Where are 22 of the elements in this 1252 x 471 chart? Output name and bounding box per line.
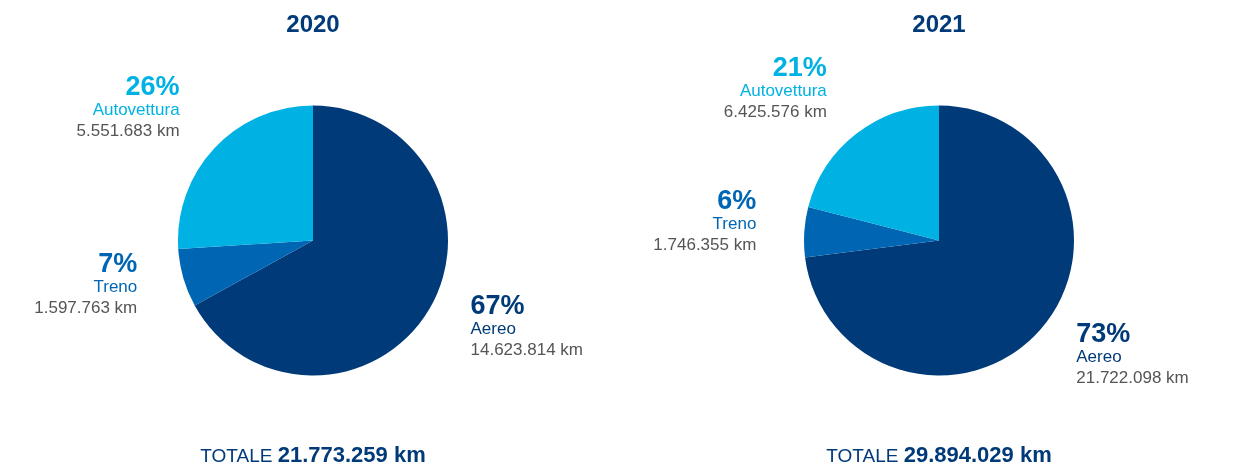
data-label: 7% xyxy=(98,247,138,278)
text: 1.746.355 km xyxy=(653,235,757,255)
text: 1.597.763 km xyxy=(34,297,138,317)
text: TOTALE 21.773.259 km xyxy=(200,442,426,467)
text: 21.722.098 km xyxy=(1076,367,1189,387)
text: TOTALE 29.894.029 km xyxy=(826,442,1052,467)
slice-label: Aereo xyxy=(470,318,516,338)
data-label: 6% xyxy=(717,185,757,216)
data-label: 73% xyxy=(1076,317,1131,348)
slice-label: Treno xyxy=(712,214,757,234)
slice-label: Autovettura xyxy=(92,100,181,120)
chart-title: 2020 xyxy=(286,10,340,37)
text: 5.551.683 km xyxy=(76,121,180,141)
data-label: 21% xyxy=(772,51,827,82)
slice-label: Autovettura xyxy=(739,80,828,100)
data-label: 67% xyxy=(470,289,525,320)
slice-label: Treno xyxy=(93,276,138,296)
text: 6.425.576 km xyxy=(723,101,827,121)
data-label: 26% xyxy=(125,71,180,102)
chart-title: 2021 xyxy=(912,10,966,37)
slice-label: Aereo xyxy=(1076,346,1122,366)
text: 14.623.814 km xyxy=(470,339,583,359)
